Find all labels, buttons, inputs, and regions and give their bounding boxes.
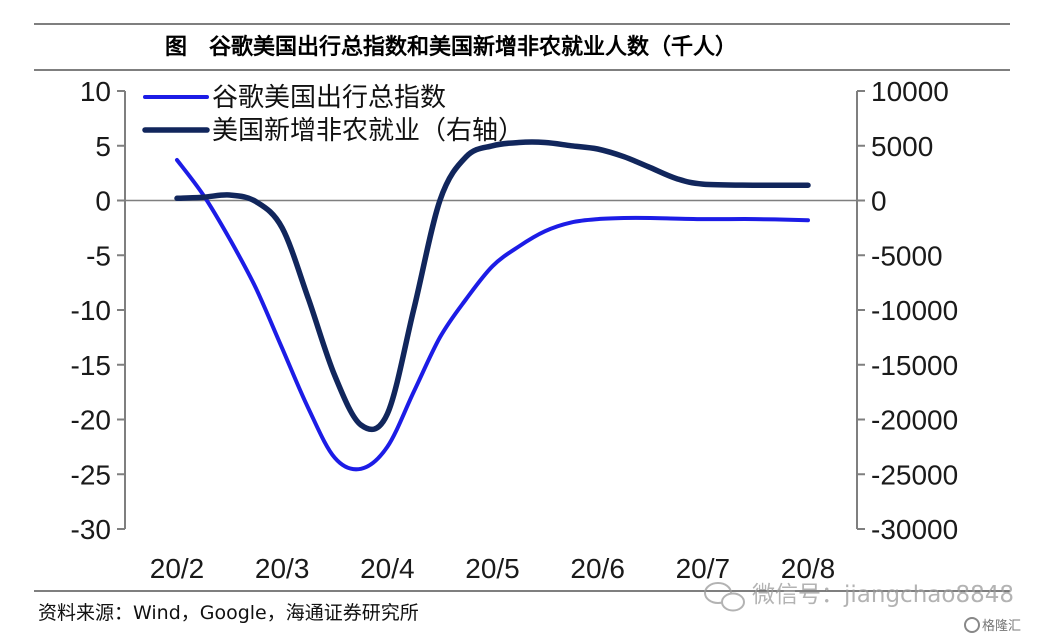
right-tick-label: -20000 (871, 405, 958, 436)
right-tick-label: -10000 (871, 295, 958, 326)
right-tick-label: 0 (871, 186, 887, 217)
gelonghui-badge: 格隆汇 (960, 614, 1021, 636)
badge-text: 格隆汇 (982, 618, 1021, 634)
x-tick-label: 20/3 (255, 553, 310, 584)
chart-title: 图 谷歌美国出行总指数和美国新增非农就业人数（千人） (165, 34, 737, 60)
axes: 10 5 0 -5 -10 -15 -20 -25 -30 10000 5000 0 -5000 -100… (71, 76, 959, 584)
series-lines (174, 139, 811, 472)
google-mobility-line (175, 158, 810, 472)
x-tick-label: 20/4 (360, 553, 415, 584)
left-tick-label: 0 (95, 186, 111, 217)
wechat-watermark: 微信号：jiangchao8848 (704, 582, 1014, 612)
watermark-text: 微信号：jiangchao8848 (752, 582, 1014, 608)
x-tick-label: 20/5 (465, 553, 520, 584)
right-tick-label: 10000 (871, 76, 949, 107)
x-tick-label: 20/2 (150, 553, 205, 584)
legend-label-payroll: 美国新增非农就业（右轴） (212, 116, 524, 146)
left-tick-label: -20 (71, 405, 111, 436)
x-tick-label: 20/7 (676, 553, 731, 584)
badge-logo-icon (964, 617, 980, 633)
left-tick-label: -30 (71, 514, 111, 545)
legend-label-google: 谷歌美国出行总指数 (212, 83, 446, 113)
x-tick-label: 20/8 (781, 553, 836, 584)
x-tick-label: 20/6 (570, 553, 625, 584)
left-tick-label: 10 (80, 76, 111, 107)
left-tick-label: -10 (71, 295, 111, 326)
source-note: 资料来源：Wind，Google，海通证券研究所 (38, 602, 419, 624)
left-tick-label: -15 (71, 350, 111, 381)
left-tick-label: 5 (95, 131, 111, 162)
left-tick-label: -25 (71, 459, 111, 490)
right-tick-label: -25000 (871, 459, 958, 490)
right-tick-label: -15000 (871, 350, 958, 381)
right-tick-label: -30000 (871, 514, 958, 545)
right-tick-label: -5000 (871, 240, 943, 271)
nonfarm-payroll-line (174, 139, 811, 433)
left-tick-label: -5 (86, 240, 111, 271)
wechat-icon (704, 582, 745, 612)
right-tick-label: 5000 (871, 131, 933, 162)
